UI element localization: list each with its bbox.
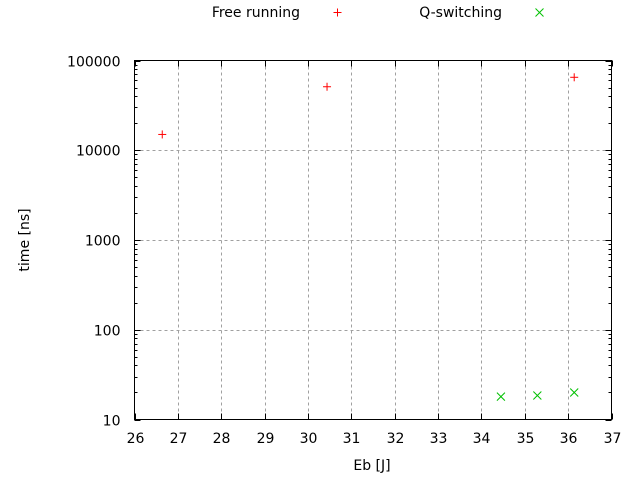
- y-tick-label: 10000: [76, 144, 121, 160]
- data-point-cross: [532, 391, 542, 400]
- x-tick-label: 36: [560, 431, 578, 447]
- x-tick-label: 37: [604, 431, 622, 447]
- data-point-cross: [569, 388, 579, 397]
- x-tick-label: 34: [473, 431, 491, 447]
- x-tick-label: 28: [213, 431, 231, 447]
- y-tick-labels: 10 100 1000 10000 100000: [67, 55, 120, 430]
- y-tick-label: 100000: [67, 55, 120, 71]
- y-tick-label: 1000: [85, 234, 121, 250]
- data-point-plus: [158, 130, 167, 139]
- axis-ticks: [134, 60, 613, 421]
- legend-label-q-switching: Q-switching: [419, 5, 502, 21]
- plot-border: [134, 60, 612, 420]
- grid: [134, 60, 612, 420]
- data-point-plus: [570, 73, 579, 82]
- x-axis-label: Eb [J]: [353, 458, 390, 474]
- x-tick-label: 26: [127, 431, 145, 447]
- legend-marker-plus: [333, 8, 342, 17]
- x-tick-label: 27: [170, 431, 188, 447]
- data-points: [158, 73, 579, 401]
- legend-marker-cross: [535, 8, 544, 17]
- x-tick-label: 29: [257, 431, 275, 447]
- x-tick-label: 35: [517, 431, 535, 447]
- x-tick-labels: 26 27 28 29 30 31 32 33 34 35 36 37: [127, 431, 622, 447]
- x-tick-label: 33: [430, 431, 448, 447]
- y-axis-label: time [ns]: [17, 208, 33, 271]
- y-tick-label: 100: [94, 324, 121, 340]
- x-tick-label: 30: [300, 431, 318, 447]
- data-point-plus: [323, 82, 332, 91]
- point-mark: [569, 388, 579, 397]
- point-mark: [496, 392, 506, 401]
- legend: Free running Q-switching: [212, 5, 544, 21]
- legend-mark: [535, 8, 544, 17]
- legend-label-free-running: Free running: [212, 5, 300, 21]
- x-tick-label: 31: [343, 431, 361, 447]
- point-mark: [532, 391, 542, 400]
- y-tick-label: 10: [103, 414, 121, 430]
- data-point-cross: [496, 392, 506, 401]
- x-tick-label: 32: [387, 431, 405, 447]
